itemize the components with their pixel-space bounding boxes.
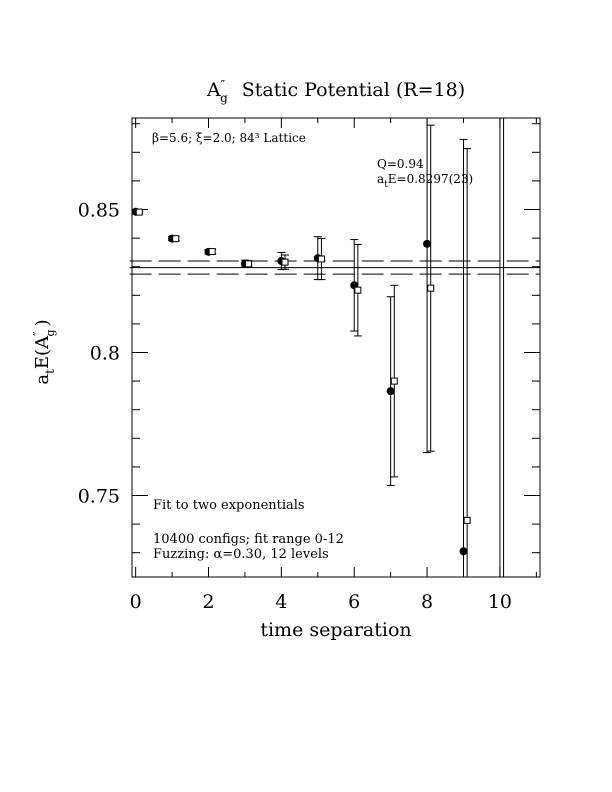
data-series [131, 118, 505, 577]
data-point [354, 286, 362, 294]
data-point [463, 516, 471, 524]
data-point [317, 255, 325, 263]
data-point [135, 208, 143, 216]
ylabel-sub: t [43, 369, 57, 374]
ylabel-main: a [32, 374, 53, 385]
plot-border [131, 117, 541, 578]
y-tick-label: 0.8 [90, 343, 120, 365]
data-point [208, 248, 216, 256]
energy-fit-text: atE=0.8297(23) [377, 172, 473, 190]
configs-note: 10400 configs; fit range 0-12 [153, 532, 344, 547]
data-point [459, 547, 468, 556]
ylabel-sup: ″ [31, 331, 45, 336]
q-value-text: Q=0.94 [377, 157, 424, 171]
x-tick-label: 8 [421, 591, 433, 613]
title-sup: ″ [221, 78, 226, 92]
fit-band [129, 260, 540, 275]
x-tick-label: 6 [348, 591, 360, 613]
x-tick-label: 10 [488, 591, 512, 613]
fuzzing-note: Fuzzing: α=0.30, 12 levels [153, 547, 329, 562]
y-axis-label: atE(A″g) [31, 319, 57, 384]
data-point [427, 284, 435, 292]
title-rest: Static Potential (R=18) [242, 79, 465, 101]
data-point [423, 239, 432, 248]
energy-rest: E=0.8297(23) [388, 172, 473, 186]
data-point [390, 377, 398, 385]
chart-title: A″ g Static Potential (R=18) [206, 78, 465, 105]
y-tick-label: 0.75 [78, 485, 120, 507]
series-open-square [135, 118, 505, 577]
x-tick-label: 4 [275, 591, 287, 613]
title-main: A [206, 79, 221, 101]
energy-prefix: a [377, 172, 384, 186]
params-text: β=5.6; ξ=2.0; 84³ Lattice [152, 131, 306, 145]
plot-frame [131, 117, 541, 578]
energy-sub: t [384, 180, 388, 190]
data-point [245, 260, 253, 268]
data-point [172, 235, 180, 243]
ylabel-sub2: g [44, 329, 57, 336]
data-point [386, 387, 395, 396]
fit-type-note: Fit to two exponentials [153, 498, 305, 513]
title-sub: g [220, 91, 228, 105]
x-tick-label: 2 [202, 591, 214, 613]
series-filled-circle [131, 118, 501, 577]
ylabel-mid: E(A [32, 335, 53, 369]
y-tick-label: 0.85 [78, 200, 120, 222]
x-tick-label: 0 [130, 591, 142, 613]
ylabel-end: ) [32, 319, 53, 326]
data-point [281, 258, 289, 266]
x-axis-label: time separation [260, 619, 411, 641]
